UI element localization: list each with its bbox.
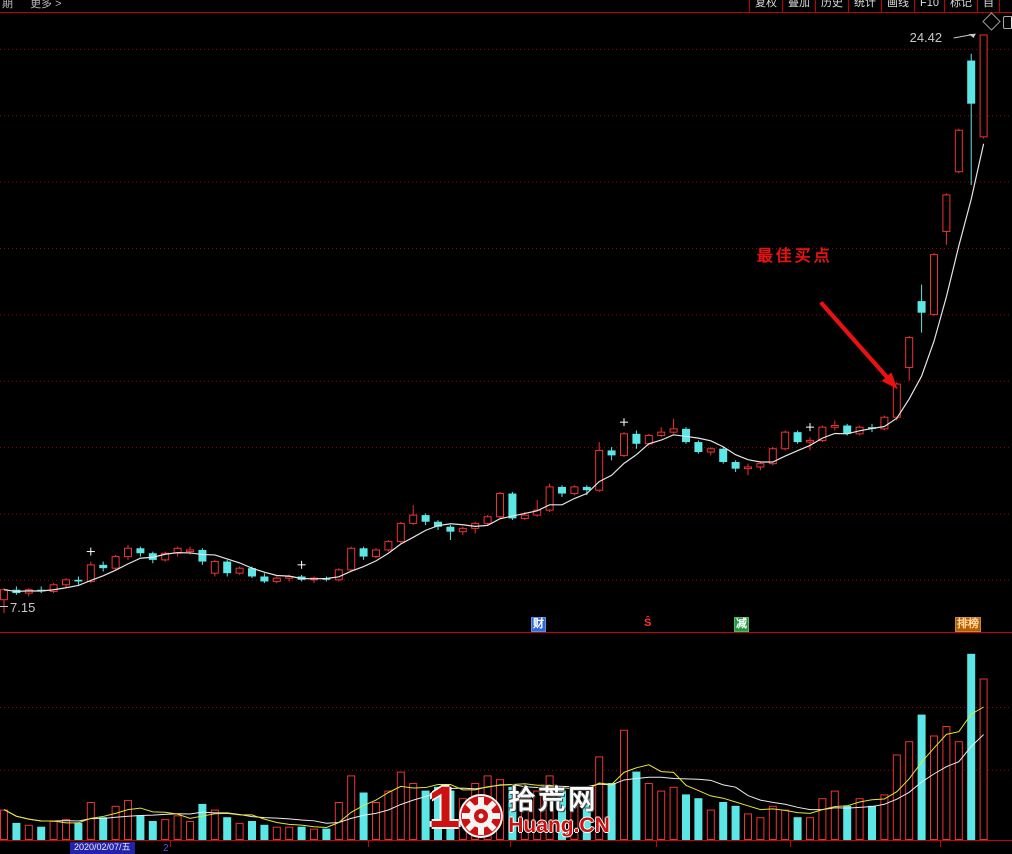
toolbar-button-自[interactable]: 自 <box>976 0 1000 12</box>
best-buy-point-label: 最佳买点 <box>756 248 833 266</box>
period-label: 期 <box>2 0 13 10</box>
low-price-label: 7.15 <box>10 600 35 615</box>
toolbar: 期 更多 > 复权 叠加 历史 统计 画线 F10 标记自 <box>0 0 1012 13</box>
watermark-domain: Huang.CN <box>508 814 610 837</box>
watermark-digit-1: 1 <box>428 775 461 840</box>
gear-icon <box>459 794 504 838</box>
event-badge-减[interactable]: 减 <box>734 617 749 632</box>
high-price-label: 24.42 <box>910 30 943 45</box>
toolbar-button-画线[interactable]: 画线 <box>881 0 915 12</box>
date-label[interactable]: 2020/02/07/五 <box>70 842 135 854</box>
event-badge-Ŝ[interactable]: Ŝ <box>644 617 652 629</box>
toolbar-button-叠加[interactable]: 叠加 <box>782 0 816 12</box>
site-watermark: 10 1 拾荒网 Huang.CN <box>428 775 610 840</box>
toolbar-buttons: 复权 叠加 历史 统计 画线 F10 标记自 <box>749 0 1000 12</box>
watermark-site-name: 拾荒网 <box>508 785 599 815</box>
toolbar-button-F10[interactable]: F10 <box>914 0 945 12</box>
toolbar-button-复权[interactable]: 复权 <box>749 0 783 12</box>
toolbar-button-标记[interactable]: 标记 <box>943 0 978 12</box>
event-badge-排榜[interactable]: 排榜 <box>955 617 981 632</box>
toolbar-left-text: 期 更多 > <box>2 0 62 11</box>
toolbar-button-统计[interactable]: 统计 <box>848 0 882 12</box>
toolbar-button-历史[interactable]: 历史 <box>815 0 849 12</box>
more-menu[interactable]: 更多 > <box>30 0 62 10</box>
split-pane-icon[interactable] <box>1003 16 1012 29</box>
event-badge-财[interactable]: 财 <box>531 617 546 632</box>
